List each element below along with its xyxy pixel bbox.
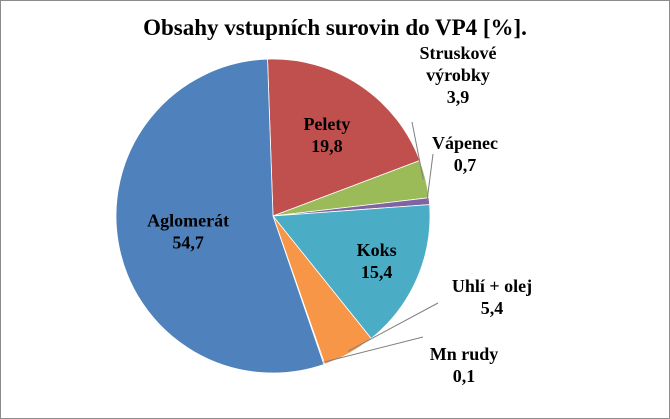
data-label-value: 3,9	[447, 87, 470, 107]
data-label-name: Aglomerát	[147, 211, 229, 231]
leader-line-uhli-olej	[347, 302, 439, 352]
chart-title: Obsahy vstupních surovin do VP4 [%].	[143, 15, 527, 40]
data-label-name: Uhlí + olej	[452, 276, 532, 296]
data-label-value: 0,7	[454, 155, 477, 175]
pie-slice-koks	[272, 204, 431, 340]
data-label-name: Vápenec	[432, 133, 498, 153]
data-label-value: 15,4	[361, 262, 393, 282]
data-label-koks: Koks 15,4	[357, 240, 397, 282]
leader-line-mn-rudy	[323, 336, 424, 363]
data-label-value: 0,1	[453, 366, 476, 386]
data-label-value: 19,8	[311, 136, 343, 156]
data-label-value: 5,4	[481, 298, 504, 318]
data-label-uhli-olej: Uhlí + olej 5,4	[452, 276, 532, 318]
pie-slice-aglomerat	[115, 58, 325, 374]
leader-line-struskove-vyrobky	[411, 121, 424, 180]
data-label-name: Struskové	[419, 43, 496, 63]
data-label-struskove-vyrobky: Struskové výrobky 3,9	[419, 43, 496, 107]
leader-line-vapenec	[426, 153, 434, 202]
data-label-pelety: Pelety 19,8	[303, 114, 350, 156]
data-label-value: 54,7	[172, 233, 204, 253]
data-label-mn-rudy: Mn rudy 0,1	[430, 344, 499, 386]
data-label-vapenec: Vápenec 0,7	[432, 133, 498, 175]
data-label-aglomerat: Aglomerát 54,7	[147, 211, 229, 253]
data-label-name: Pelety	[303, 114, 350, 134]
data-label-name: Mn rudy	[430, 344, 499, 364]
data-label-name: výrobky	[426, 65, 490, 85]
data-label-name: Koks	[357, 240, 397, 260]
pie-slice-pelety	[267, 58, 421, 217]
